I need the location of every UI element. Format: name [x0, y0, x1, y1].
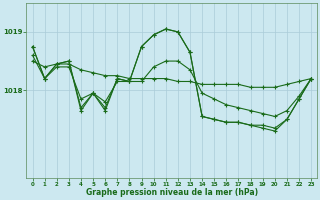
- X-axis label: Graphe pression niveau de la mer (hPa): Graphe pression niveau de la mer (hPa): [86, 188, 258, 197]
